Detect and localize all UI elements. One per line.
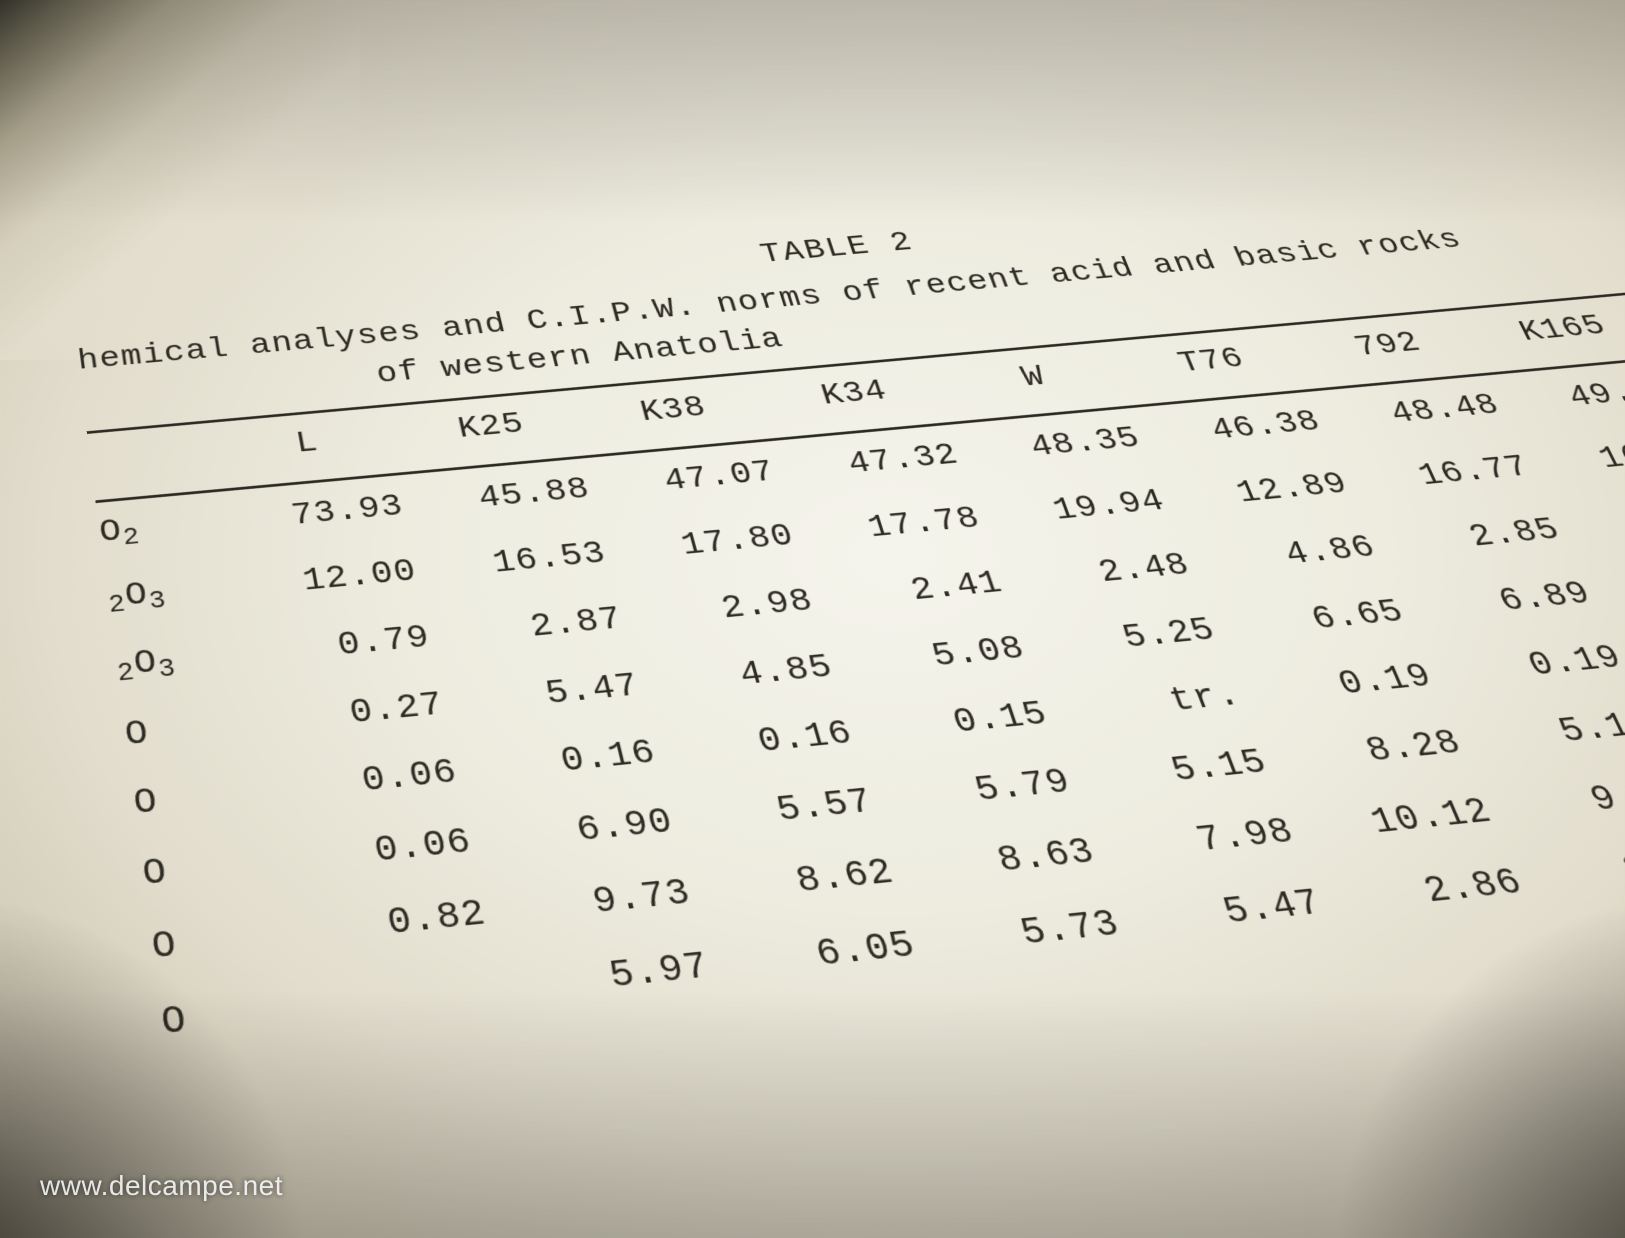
document-page: TABLE 2 hemical analyses and C.I.P.W. no… — [70, 169, 1625, 1062]
header-spacer — [87, 421, 220, 493]
row-header: 2O3 — [104, 555, 242, 633]
row-header: O — [147, 897, 296, 985]
row-header: 2O3 — [112, 622, 252, 703]
row-header: O — [138, 826, 285, 911]
row-header: O — [157, 971, 309, 1062]
watermark-text: www.delcampe.net — [40, 1170, 283, 1202]
row-header: O2 — [96, 490, 231, 567]
data-table: L K25 K38 K34 W T76 792 K165 O2 73.93 45… — [87, 292, 1625, 1063]
